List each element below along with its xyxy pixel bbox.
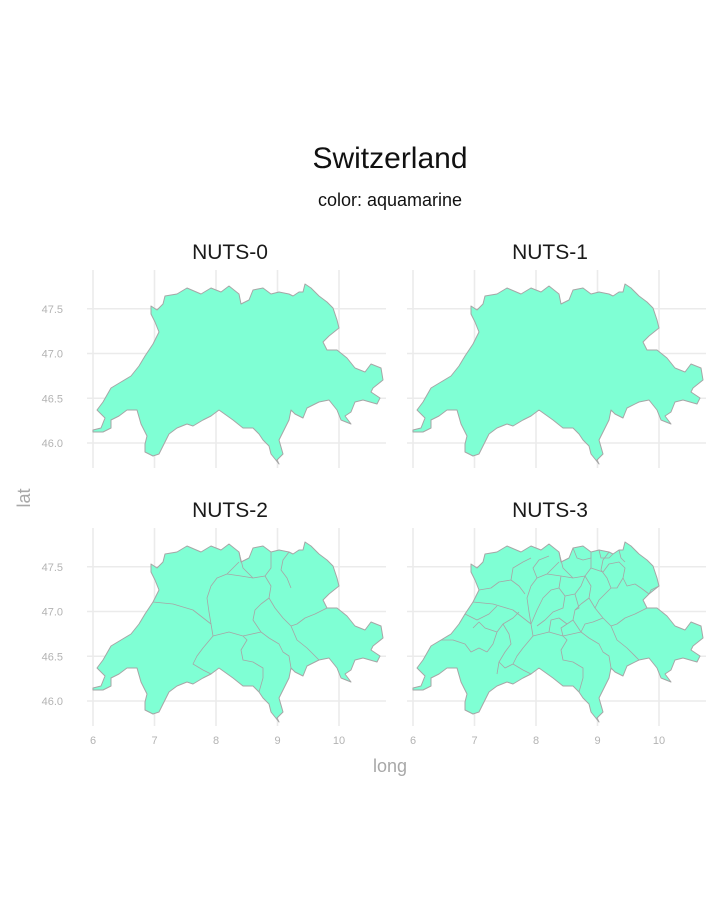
region-boundary — [558, 551, 574, 579]
y-tick-label: 46.0 — [42, 438, 63, 450]
x-tick-label: 6 — [410, 735, 416, 747]
region-boundary — [532, 555, 550, 579]
region-boundary — [496, 623, 512, 675]
facet-panel-nuts-3: NUTS-3 6 7 8 9 10 — [407, 499, 706, 747]
facet-panel-nuts-0: NUTS-0 46.0 46.5 47.0 47.5 — [42, 241, 386, 468]
y-tick-label: 47.5 — [42, 562, 63, 574]
region-boundary — [536, 595, 566, 627]
region-boundary — [486, 611, 520, 653]
region-boundary — [532, 631, 612, 669]
region-boundary — [594, 577, 624, 609]
region-boundary — [572, 547, 592, 561]
y-tick-label: 47.5 — [42, 304, 63, 316]
region-boundary — [498, 661, 514, 669]
region-boundary — [648, 585, 660, 595]
x-tick-label: 7 — [471, 735, 477, 747]
region-boundary — [598, 549, 614, 559]
region-boundary — [206, 561, 240, 625]
facet-strip-label: NUTS-3 — [512, 499, 588, 522]
switzerland-map — [92, 541, 384, 723]
region-boundary — [280, 551, 292, 589]
switzerland-map — [412, 283, 704, 465]
region-boundary — [618, 549, 626, 563]
switzerland-map — [92, 283, 384, 465]
y-axis-title: lat — [14, 488, 34, 507]
country-outline — [92, 283, 384, 465]
region-boundary — [472, 621, 498, 633]
x-tick-label: 10 — [653, 735, 665, 747]
y-tick-label: 47.0 — [42, 607, 63, 619]
region-boundary — [548, 617, 574, 633]
chart-subtitle: color: aquamarine — [318, 190, 462, 210]
region-boundary — [600, 551, 612, 589]
region-boundary — [441, 639, 488, 653]
y-tick-label: 46.5 — [42, 651, 63, 663]
country-outline — [92, 541, 384, 723]
x-tick-label: 8 — [213, 735, 219, 747]
region-boundary — [610, 625, 640, 661]
x-axis-title: long — [373, 756, 407, 776]
facet-strip-label: NUTS-1 — [512, 241, 588, 264]
region-boundary — [252, 597, 270, 633]
facet-strip-label: NUTS-2 — [192, 499, 268, 522]
region-boundary — [240, 635, 264, 693]
region-boundary — [558, 575, 586, 597]
region-boundary — [510, 557, 532, 581]
country-outline — [412, 283, 704, 465]
facet-panel-nuts-2: NUTS-2 46.0 46.5 47.0 47.5 6 7 8 9 10 — [42, 499, 386, 747]
x-tick-label: 8 — [533, 735, 539, 747]
facet-panel-nuts-1: NUTS-1 — [407, 241, 706, 468]
x-tick-label: 6 — [90, 735, 96, 747]
region-boundary — [472, 601, 534, 675]
facet-panels: NUTS-0 46.0 46.5 47.0 47.5 NUTS-1 NUTS-2 46.0 46… — [42, 241, 706, 747]
region-boundary — [560, 635, 584, 693]
y-tick-label: 47.0 — [42, 349, 63, 361]
region-boundary — [478, 579, 526, 595]
region-boundary — [580, 617, 604, 633]
y-tick-label: 46.5 — [42, 393, 63, 405]
x-tick-label: 9 — [594, 735, 600, 747]
x-tick-label: 9 — [274, 735, 280, 747]
region-boundary — [152, 601, 214, 675]
x-tick-label: 7 — [151, 735, 157, 747]
region-boundary — [560, 623, 568, 637]
region-boundary — [212, 631, 292, 669]
region-boundary — [526, 561, 560, 625]
switzerland-map — [412, 541, 704, 723]
x-tick-label: 10 — [333, 735, 345, 747]
region-boundary — [290, 625, 320, 661]
y-tick-label: 46.0 — [42, 696, 63, 708]
facet-strip-label: NUTS-0 — [192, 241, 268, 264]
region-boundary — [464, 605, 498, 621]
region-boundary — [574, 593, 580, 611]
region-boundary — [590, 561, 650, 595]
region-boundary — [530, 587, 560, 625]
country-outline — [412, 541, 704, 723]
region-boundary — [238, 551, 254, 579]
chart-title: Switzerland — [312, 142, 467, 175]
